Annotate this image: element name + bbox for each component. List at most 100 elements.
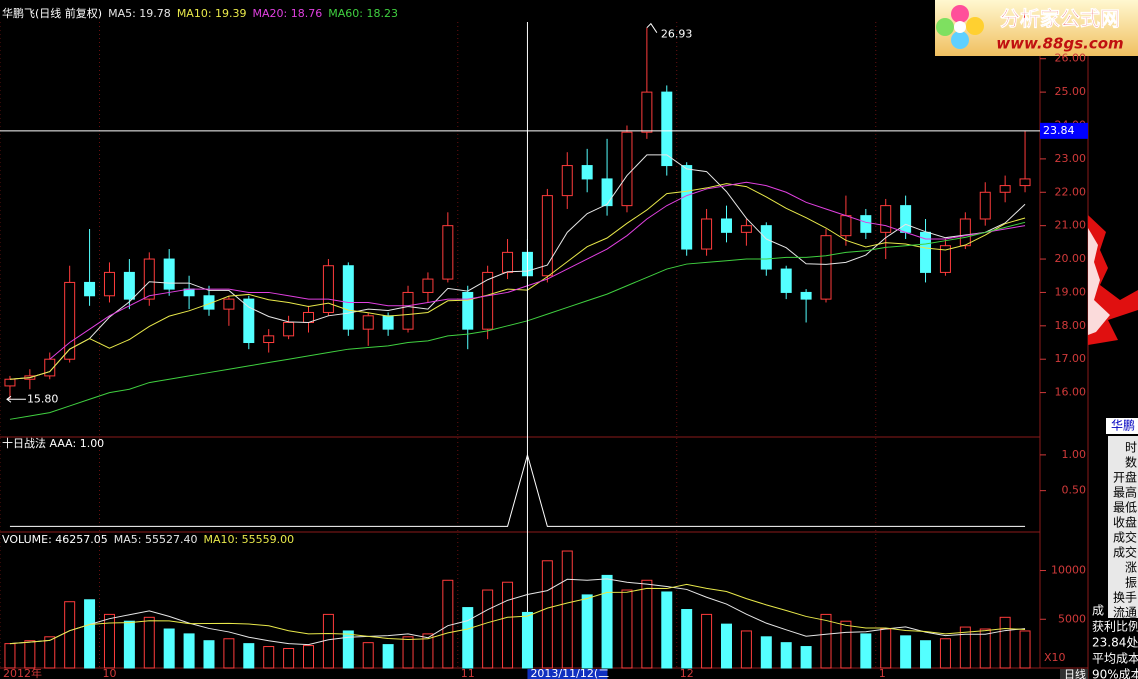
- y-tick-label: 20.00: [1055, 252, 1087, 265]
- volume-bar: [860, 633, 872, 669]
- volume-bar: [900, 635, 912, 669]
- candle-body: [939, 245, 951, 273]
- candle-body: [900, 205, 912, 233]
- volume-bar: [999, 616, 1011, 669]
- volume-bar: [303, 645, 315, 669]
- volume-bar: [820, 613, 832, 669]
- logo-url: www.88gs.com: [996, 35, 1123, 53]
- panel-row: 振: [1125, 576, 1137, 590]
- volume-bar: [581, 594, 593, 669]
- candle-body: [920, 231, 932, 273]
- crosshair-label: 23.84: [1043, 124, 1075, 137]
- y-tick-label: 19.00: [1055, 285, 1087, 298]
- volume-bar: [601, 574, 613, 669]
- panel-row: 最高: [1113, 485, 1137, 500]
- volume-unit: X10: [1044, 651, 1066, 664]
- volume-bar: [621, 589, 633, 669]
- y-tick-label: 23.00: [1055, 152, 1087, 165]
- logo-name: 分析家公式网: [1000, 7, 1120, 31]
- volume-ma: [9, 578, 1026, 646]
- candle-body: [4, 378, 16, 387]
- y-tick-label: 0.50: [1062, 484, 1087, 497]
- candle-body: [740, 225, 752, 233]
- annotation-leader: [6, 395, 26, 403]
- legend-item: MA10: 55559.00: [203, 533, 294, 546]
- panel-row: 换手: [1113, 591, 1137, 605]
- candle-body: [342, 265, 354, 330]
- ma-line: [9, 221, 1026, 420]
- volume-bar: [880, 628, 892, 669]
- volume-bar: [800, 646, 812, 669]
- panel-row: 时: [1125, 441, 1137, 455]
- panel-row: 开盘: [1113, 470, 1137, 485]
- y-tick-label: 16.00: [1055, 386, 1087, 399]
- volume-bar: [44, 636, 56, 669]
- candle-body: [163, 258, 175, 290]
- volume-bar: [422, 633, 434, 669]
- candle-body: [283, 321, 295, 337]
- panel-row: 涨: [1125, 560, 1137, 575]
- volume-bar: [740, 630, 752, 669]
- crosshair-label-bg: [1040, 122, 1088, 139]
- volume-bar: [462, 607, 474, 669]
- x-tick-label: 1: [879, 667, 886, 679]
- candle-body: [322, 265, 334, 313]
- candle-body: [1019, 178, 1031, 187]
- panel-lower: 平均成本: [1092, 652, 1138, 666]
- volume-bar: [103, 613, 115, 669]
- volume-bar: [959, 626, 971, 669]
- candle-body: [800, 291, 812, 300]
- volume-bar: [641, 579, 653, 669]
- volume-bar: [24, 640, 36, 669]
- x-tick-label: 11: [461, 667, 475, 679]
- volume-bar: [521, 611, 533, 669]
- volume-bar: [840, 620, 852, 669]
- candle-body: [880, 205, 892, 233]
- panel-row: 成交: [1113, 530, 1137, 545]
- crosshair-date-bg: [527, 669, 608, 679]
- y-tick-label: 21.00: [1055, 219, 1087, 232]
- candle-body: [143, 258, 155, 300]
- volume-bar: [322, 613, 334, 669]
- volume-bar: [382, 644, 394, 669]
- crosshair-date: 2013/11/12(二: [530, 667, 609, 679]
- volume-bar: [561, 550, 573, 669]
- volume-bar: [203, 640, 215, 669]
- volume-bar: [442, 579, 454, 669]
- candle-body: [482, 271, 494, 330]
- candle-body: [382, 315, 394, 330]
- indicator-title: 十日战法 AAA: 1.00: [2, 436, 104, 450]
- volume-ma: [9, 583, 1026, 645]
- candle-body: [462, 291, 474, 330]
- volume-bar: [502, 581, 514, 669]
- volume-bar: [243, 643, 255, 669]
- period-bg: [1060, 669, 1088, 679]
- candle-body: [701, 218, 713, 250]
- legend-item: MA60: 18.23: [328, 7, 398, 20]
- candle-body: [44, 358, 56, 377]
- volume-bar: [780, 642, 792, 669]
- legend-item: MA5: 55527.40: [114, 533, 198, 546]
- candle-body: [243, 298, 255, 344]
- volume-bar: [64, 601, 76, 669]
- volume-bar: [84, 599, 96, 669]
- candle-body: [123, 271, 135, 300]
- candle-body: [203, 295, 215, 310]
- candle-body: [860, 215, 872, 233]
- candle-body: [780, 268, 792, 293]
- candle-body: [402, 291, 414, 330]
- volume-bar: [979, 628, 991, 669]
- period: 日线: [1064, 667, 1086, 679]
- volume-bar: [183, 633, 195, 669]
- panel-lower: 90%成本: [1092, 668, 1138, 679]
- volume-bar: [482, 589, 494, 669]
- volume-bar: [402, 636, 414, 669]
- volume-bar: [283, 648, 295, 669]
- logo-flower: [936, 5, 984, 49]
- legend-item: MA5: 19.78: [108, 7, 171, 20]
- volume-bar: [163, 628, 175, 669]
- indicator-line: [9, 453, 1026, 527]
- candle-body: [64, 281, 76, 360]
